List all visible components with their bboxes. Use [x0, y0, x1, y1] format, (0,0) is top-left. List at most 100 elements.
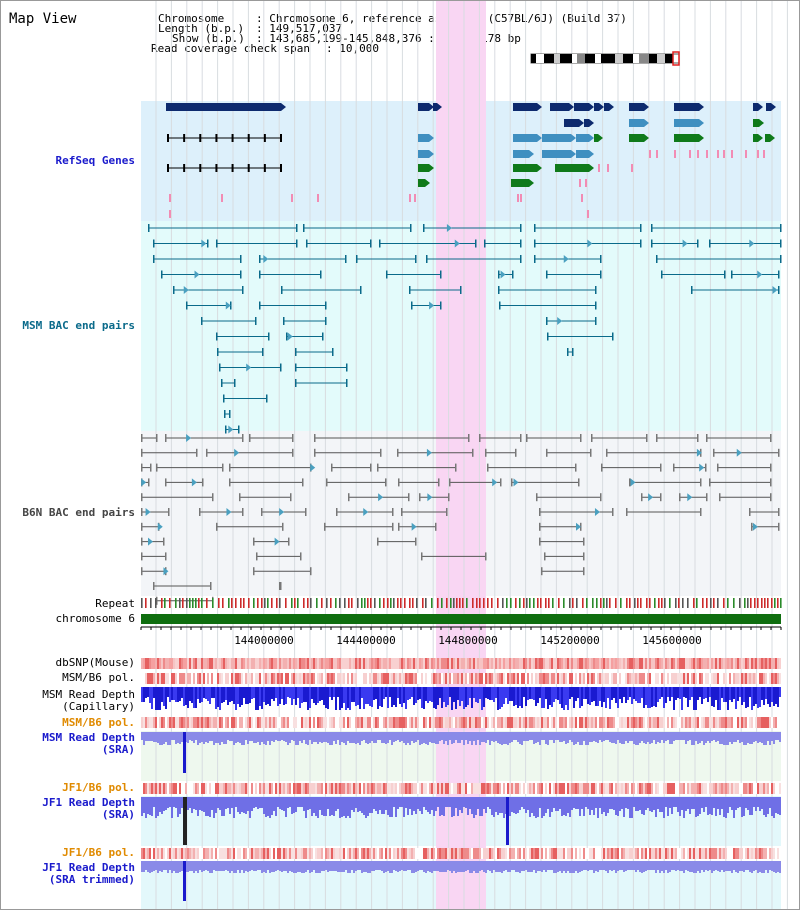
- repeat-mark: [279, 598, 281, 608]
- msm-capillary-depth-bar: [681, 687, 683, 710]
- jf1-trim-depth-bar: [755, 861, 757, 870]
- jf1-b6-pol-cell: [201, 783, 203, 794]
- jf1-b6-pol-cell: [327, 783, 329, 794]
- repeat-mark: [150, 598, 152, 608]
- jf1-sra-depth-bar: [555, 797, 557, 811]
- msm-bac-pair-end: [280, 363, 282, 372]
- jf1-trim-depth-bar: [395, 861, 397, 871]
- jf1-trim-depth-bar: [679, 861, 681, 871]
- jf1-trim-depth-bar: [327, 861, 329, 872]
- jf1-sra-depth-bar: [653, 797, 655, 810]
- msm-b6-pol-cell: [739, 717, 741, 728]
- msm-b6-pol-cell: [425, 673, 427, 684]
- msm-b6-pol-cell: [483, 673, 485, 684]
- jf1-b6-pol-cell: [237, 783, 239, 794]
- msm-capillary-depth-bar: [647, 687, 649, 708]
- jf1-b6-pol-cell: [299, 848, 301, 859]
- msm-b6-pol-cell: [475, 717, 477, 728]
- msm-capillary-depth-bar: [725, 687, 727, 702]
- jf1-b6-pol-cell: [651, 848, 653, 859]
- jf1-b6-pol-cell: [749, 783, 751, 794]
- msm-capillary-depth-bar: [209, 687, 211, 704]
- jf1-b6-pol-cell: [661, 783, 663, 794]
- jf1-b6-pol-cell: [211, 848, 213, 859]
- msm-b6-pol-cell: [745, 673, 747, 684]
- dbsnp-heat-cell: [345, 658, 347, 669]
- jf1-trim-depth-bar: [165, 861, 167, 870]
- jf1-trim-depth-bar: [331, 861, 333, 871]
- msm-capillary-depth-bar: [573, 687, 575, 708]
- msm-b6-pol-cell: [147, 717, 149, 728]
- jf1-b6-pol-cell: [235, 783, 237, 794]
- msm-sra-depth-bar: [691, 732, 693, 745]
- dbsnp-heat-cell: [563, 658, 565, 669]
- msm-b6-pol-cell: [383, 717, 385, 728]
- repeat-mark: [370, 598, 372, 608]
- jf1-b6-pol-cell: [349, 783, 351, 794]
- dbsnp-heat-cell: [395, 658, 397, 669]
- jf1-sra-depth-bar: [663, 797, 665, 818]
- msm-capillary-depth-bar: [181, 687, 183, 698]
- msm-b6-pol-cell: [157, 673, 159, 684]
- jf1-trim-depth-bar: [619, 861, 621, 870]
- dbsnp-heat-cell: [285, 658, 287, 669]
- msm-b6-pol-cell: [369, 717, 371, 728]
- jf1-sra-depth-bar: [141, 797, 143, 816]
- msm-b6-pol-cell: [411, 717, 413, 728]
- jf1-b6-pol-cell: [649, 848, 651, 859]
- jf1-trim-depth-bar: [671, 861, 673, 870]
- msm-capillary-depth-bar: [401, 687, 403, 707]
- dbsnp-heat-cell: [741, 658, 743, 669]
- dbsnp-heat-cell: [471, 658, 473, 669]
- msm-sra-depth-bar: [405, 732, 407, 745]
- dbsnp-heat-cell: [651, 658, 653, 669]
- msm-capillary-depth-bar: [243, 687, 245, 698]
- jf1-sra-depth-bar: [621, 797, 623, 809]
- jf1-sra-depth-bar: [241, 797, 243, 812]
- msm-bac-pair-end: [460, 286, 462, 294]
- jf1-b6-pol-cell: [175, 848, 177, 859]
- gene-block: [564, 119, 579, 127]
- msm-b6-pol-cell: [739, 673, 741, 684]
- msm-capillary-depth-bar: [149, 687, 151, 703]
- msm-b6-pol-cell: [465, 717, 467, 728]
- dbsnp-heat-cell: [297, 658, 299, 669]
- jf1-b6-pol-cell: [201, 848, 203, 859]
- msm-b6-pol-cell: [399, 673, 401, 684]
- repeat-mark: [576, 598, 578, 608]
- repeat-mark: [212, 598, 214, 608]
- msm-b6-pol-cell: [391, 673, 393, 684]
- gene-block: [766, 103, 771, 111]
- b6n-bac-pair-end: [163, 537, 165, 546]
- msm-b6-pol-cell: [495, 673, 497, 684]
- jf1-sra-depth-bar: [309, 797, 311, 809]
- jf1-b6-pol-cell: [215, 848, 217, 859]
- b6n-bac-pair-end: [656, 434, 658, 442]
- b6n-bac-pair-end: [150, 463, 152, 472]
- jf1-sra-depth-bar: [633, 797, 635, 807]
- repeat-mark: [582, 598, 584, 608]
- jf1-sra-depth-bar: [737, 797, 739, 808]
- msm-sra-depth-bar: [577, 732, 579, 742]
- gene-block-arrow: [529, 150, 534, 158]
- jf1-b6-pol-cell: [741, 848, 743, 859]
- repeat-mark: [479, 598, 481, 608]
- b6n-bac-pair-end: [141, 493, 143, 502]
- jf1-b6-pol-cell: [529, 783, 531, 794]
- gene-block-arrow: [281, 103, 286, 111]
- msm-capillary-depth-bar: [419, 687, 421, 699]
- jf1-b6-pol-cell: [611, 848, 613, 859]
- jf1-b6-pol-cell: [619, 848, 621, 859]
- msm-sra-depth-bar: [273, 732, 275, 742]
- msm-capillary-depth-bar: [193, 687, 195, 708]
- jf1-b6-pol-cell: [713, 848, 715, 859]
- msm-sra-depth-bar: [557, 732, 559, 740]
- msm-capillary-depth-bar: [459, 687, 461, 706]
- msm-sra-depth-bar: [715, 732, 717, 742]
- repeat-mark: [466, 598, 468, 608]
- jf1-sra-depth-bar: [607, 797, 609, 813]
- msm-b6-pol-cell: [269, 673, 271, 684]
- jf1-b6-pol-cell: [467, 783, 469, 794]
- msm-b6-pol-cell: [627, 673, 629, 684]
